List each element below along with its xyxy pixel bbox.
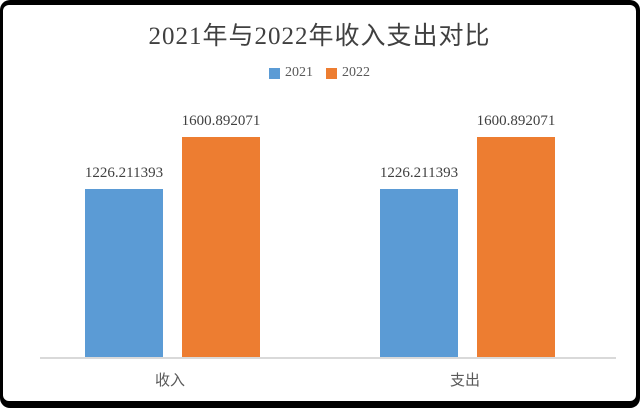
chart-legend: 2021 2022 [3,65,636,81]
data-label-2022-收入: 1600.892071 [181,113,261,129]
plot-area: 1226.211393 1600.892071 1226.211393 1600.89… [3,5,636,401]
data-label-2021-支出: 1226.211393 [379,165,459,181]
bar-2022-收入 [182,137,260,358]
data-label-2022-支出: 1600.892071 [476,113,556,129]
bar-2021-支出 [380,189,458,358]
category-label-income: 收入 [154,373,185,389]
legend-label-2022: 2022 [342,65,370,80]
category-label-expense: 支出 [449,373,480,389]
bar-2021-收入 [85,189,163,358]
legend-label-2021: 2021 [285,65,313,80]
legend-item-2021: 2021 [269,65,313,81]
x-axis-line [40,357,616,359]
bar-2022-支出 [477,137,555,358]
legend-swatch-2021 [269,67,280,79]
legend-swatch-2022 [326,67,337,79]
chart-canvas: 2021年与2022年收入支出对比 2021 2022 1226.211393 1… [3,5,636,401]
data-label-2021-收入: 1226.211393 [84,165,164,181]
legend-item-2022: 2022 [326,65,370,81]
chart-title: 2021年与2022年收入支出对比 [148,23,491,50]
